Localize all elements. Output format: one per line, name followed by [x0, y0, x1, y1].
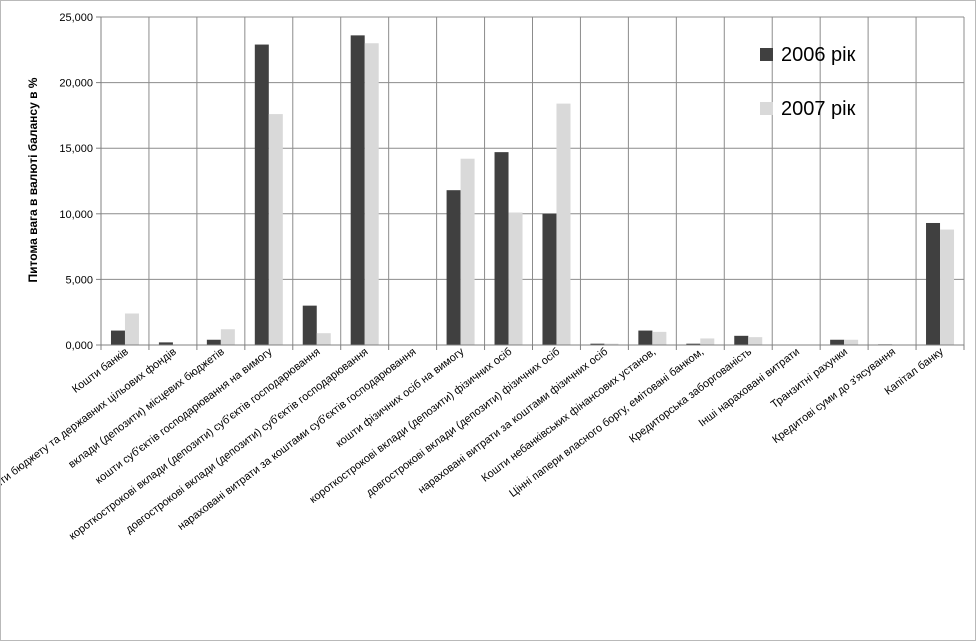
- bar-series-2: [268, 114, 283, 345]
- y-tick-label: 5,000: [65, 274, 93, 286]
- bar-series-1: [158, 342, 173, 345]
- bar-series-2: [940, 229, 955, 345]
- y-tick-label: 15,000: [59, 143, 93, 155]
- bar-series-2: [220, 329, 235, 345]
- bar-series-1: [590, 343, 605, 345]
- bar-series-2: [508, 212, 523, 345]
- bar-series-1: [734, 335, 749, 345]
- legend-label: 2006 рік: [781, 44, 856, 66]
- bar-series-1: [926, 222, 941, 345]
- legend-label: 2007 рік: [781, 98, 856, 120]
- bar-series-1: [830, 339, 845, 345]
- bar-series-2: [652, 331, 667, 345]
- y-axis-title: Питома вага в валюті балансу в %: [26, 77, 40, 282]
- bar-series-1: [542, 213, 557, 345]
- bar-series-2: [124, 313, 139, 345]
- y-tick-label: 10,000: [59, 209, 93, 221]
- bar-series-1: [302, 305, 317, 345]
- legend-swatch: [760, 102, 773, 115]
- axis-layer: 0,000 5,000 10,000 15,000 20,000 25,000: [59, 12, 965, 352]
- y-tick-label: 0,000: [65, 340, 93, 352]
- y-tick-label: 25,000: [59, 12, 93, 24]
- bar-series-2: [316, 333, 331, 345]
- bar-series-1: [350, 35, 365, 345]
- grid-layer: [100, 16, 965, 346]
- bar-series-2: [604, 343, 619, 345]
- bar-series-2: [748, 337, 763, 345]
- bar-series-1: [254, 44, 269, 345]
- bar-series-1: [494, 152, 509, 345]
- bar-series-2: [700, 338, 715, 345]
- x-tick-label: Кошти небанківських фінансових установ,: [480, 346, 659, 485]
- bar-series-2: [556, 103, 571, 345]
- bar-series-1: [686, 343, 701, 345]
- bars-layer: [110, 35, 955, 346]
- bar-series-1: [110, 330, 125, 345]
- bar-series-2: [364, 43, 379, 346]
- bar-series-1: [206, 339, 221, 345]
- legend: 2006 рік 2007 рік: [760, 44, 856, 120]
- bar-series-1: [446, 190, 461, 345]
- bar-series-2: [460, 158, 475, 345]
- y-tick-label: 20,000: [59, 78, 93, 90]
- bar-series-1: [638, 330, 653, 345]
- bar-series-2: [844, 339, 859, 345]
- legend-swatch: [760, 48, 773, 61]
- x-tick-label: кошти суб'єктів господарювання на вимогу: [93, 346, 275, 487]
